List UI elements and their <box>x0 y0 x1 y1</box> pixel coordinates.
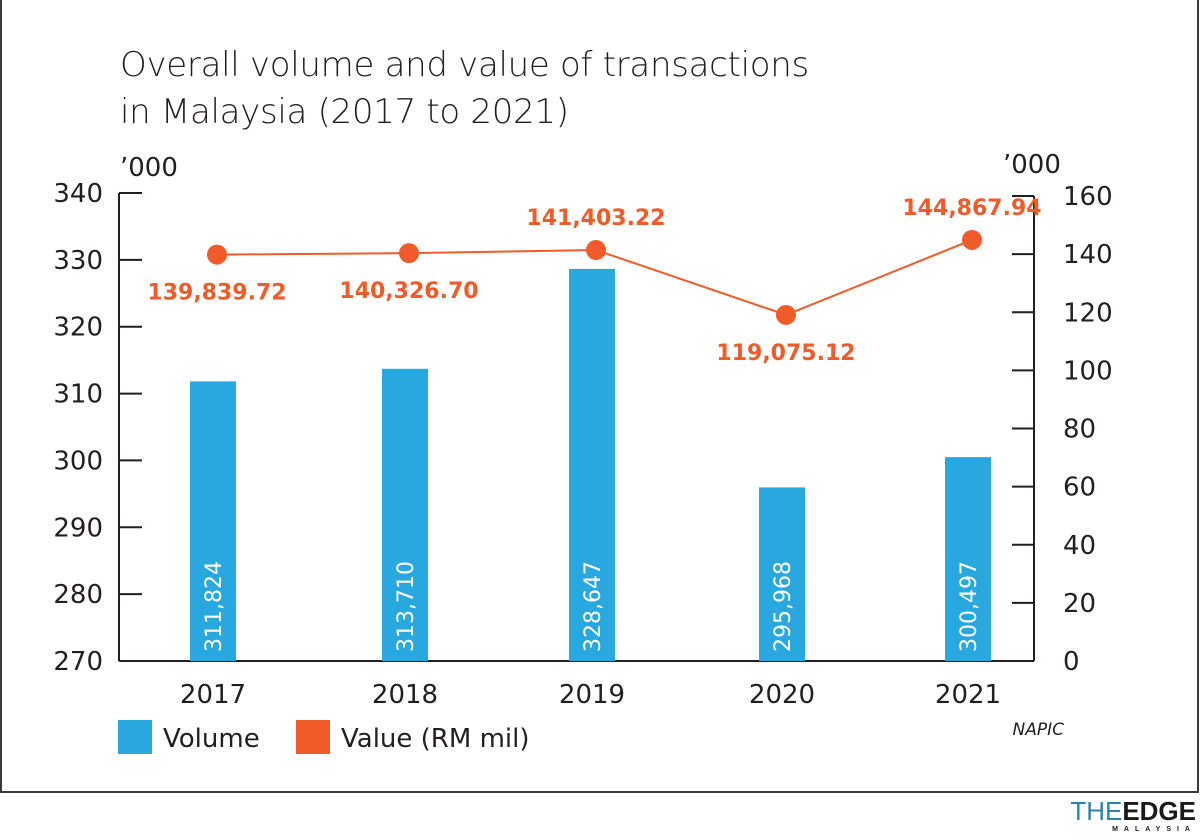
right-axis-tick-label: 80 <box>1063 415 1096 445</box>
legend-value-label: Value (RM mil) <box>341 724 530 754</box>
value-point-label: 141,403.22 <box>526 206 665 231</box>
x-axis-tick-label: 2017 <box>180 680 246 710</box>
chart-title-line-2: in Malaysia (2017 to 2021) <box>120 92 569 132</box>
right-axis-unit: ’000 <box>1003 150 1061 180</box>
logo-the: THE <box>1070 796 1123 826</box>
logo-edge: EDGE <box>1122 796 1196 826</box>
volume-bar-label: 311,824 <box>202 561 227 652</box>
value-point <box>776 304 796 325</box>
value-point-label: 140,326.70 <box>339 279 478 304</box>
value-point-label: 119,075.12 <box>716 341 855 366</box>
right-axis-tick-label: 60 <box>1063 473 1096 503</box>
source-label: NAPIC <box>1013 720 1065 740</box>
left-axis-tick-label: 340 <box>53 179 103 209</box>
left-axis-tick-label: 310 <box>53 380 103 410</box>
volume-bar <box>382 368 428 661</box>
chart-title-line-1: Overall volume and value of transactions <box>120 45 809 85</box>
left-axis-unit: ’000 <box>120 153 178 183</box>
right-axis-tick-label: 140 <box>1063 240 1113 270</box>
value-point <box>586 240 606 261</box>
value-point-label: 144,867.94 <box>902 196 1041 221</box>
value-point <box>962 229 982 250</box>
left-axis-tick-label: 280 <box>53 580 103 610</box>
left-axis-tick-label: 300 <box>53 446 103 476</box>
right-axis-tick-label: 100 <box>1063 356 1113 386</box>
volume-bar <box>945 457 991 661</box>
logo-malaysia: MALAYSIA <box>1112 826 1196 833</box>
volume-bar <box>190 381 236 661</box>
left-axis-tick-label: 270 <box>53 647 103 677</box>
x-axis-tick-label: 2021 <box>935 680 1001 710</box>
right-axis-tick-label: 120 <box>1063 298 1113 328</box>
the-edge-logo: THE EDGE MALAYSIA <box>1070 797 1196 834</box>
value-point <box>399 243 419 264</box>
volume-bar-label: 295,968 <box>771 561 796 652</box>
volume-bar-label: 328,647 <box>581 561 606 652</box>
chart-title: Overall volume and value of transactions… <box>120 42 809 136</box>
legend-volume-label: Volume <box>163 724 260 754</box>
right-axis-tick-label: 0 <box>1063 647 1080 677</box>
volume-bar-label: 313,710 <box>394 561 419 652</box>
volume-bar-label: 300,497 <box>957 561 982 652</box>
value-point <box>207 244 227 265</box>
x-axis-tick-label: 2018 <box>372 680 438 710</box>
logo-wordmark: THE EDGE <box>1070 797 1196 825</box>
right-axis-tick-label: 160 <box>1063 182 1113 212</box>
legend-value-swatch <box>296 720 330 754</box>
left-axis-tick-label: 330 <box>53 246 103 276</box>
x-axis-tick-label: 2020 <box>749 680 815 710</box>
volume-bar <box>759 487 805 661</box>
right-axis-tick-label: 40 <box>1063 531 1096 561</box>
legend-volume-swatch <box>118 720 152 754</box>
x-axis-tick-label: 2019 <box>559 680 625 710</box>
left-axis-tick-label: 320 <box>53 313 103 343</box>
value-point-label: 139,839.72 <box>147 281 286 306</box>
volume-bar <box>569 268 615 661</box>
right-axis-tick-label: 20 <box>1063 589 1096 619</box>
left-axis-tick-label: 290 <box>53 513 103 543</box>
